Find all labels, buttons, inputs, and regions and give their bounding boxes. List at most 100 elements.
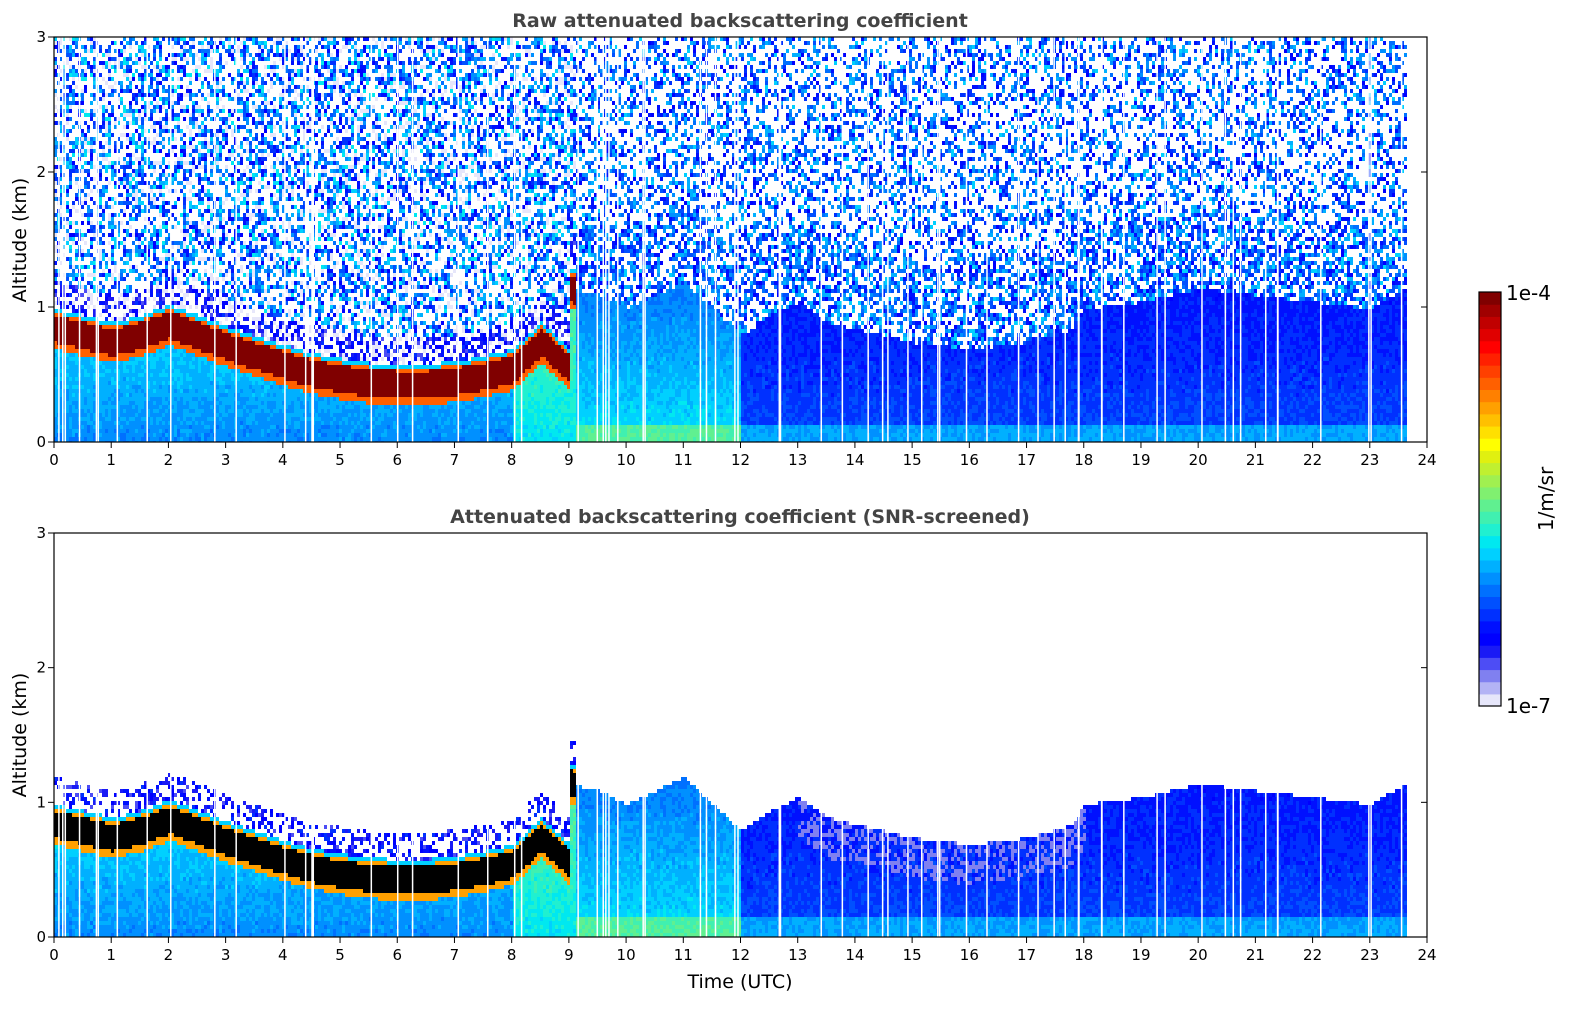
missing-profile-gap bbox=[1368, 533, 1370, 937]
colorbar-unit-label: 1/m/sr bbox=[1534, 466, 1558, 531]
missing-profile-gap bbox=[1264, 37, 1267, 442]
x-tick-label: 10 bbox=[617, 946, 636, 964]
missing-profile-gap bbox=[311, 533, 313, 937]
missing-profile-gap bbox=[1232, 37, 1235, 442]
x-tick-label: 7 bbox=[450, 946, 460, 964]
x-tick-label: 24 bbox=[1417, 451, 1436, 469]
y-tick-label: 0 bbox=[36, 433, 46, 451]
missing-profile-gap bbox=[1370, 37, 1372, 442]
missing-profile-gap bbox=[737, 533, 739, 937]
missing-profile-gap bbox=[1017, 533, 1020, 937]
missing-profile-gap bbox=[304, 37, 307, 442]
x-tick-label: 15 bbox=[903, 946, 922, 964]
missing-profile-gap bbox=[608, 533, 610, 937]
missing-profile-gap bbox=[1368, 37, 1370, 442]
colorbar-step bbox=[1479, 645, 1501, 658]
missing-profile-gap bbox=[411, 37, 414, 442]
missing-profile-gap bbox=[737, 37, 739, 442]
colorbar-step bbox=[1479, 596, 1501, 610]
x-tick-label: 23 bbox=[1360, 451, 1379, 469]
panel2-ylabel: Altitude (km) bbox=[9, 673, 31, 798]
x-tick-label: 19 bbox=[1131, 946, 1150, 964]
missing-profile-gap bbox=[881, 37, 884, 442]
x-tick-label: 13 bbox=[788, 946, 807, 964]
colorbar-step bbox=[1479, 425, 1501, 439]
x-tick-label: 15 bbox=[903, 451, 922, 469]
x-tick-label: 12 bbox=[731, 946, 750, 964]
x-tick-label: 20 bbox=[1189, 946, 1208, 964]
missing-profile-gap bbox=[284, 533, 286, 937]
missing-profile-gap bbox=[937, 37, 939, 442]
missing-profile-gap bbox=[1276, 533, 1279, 937]
missing-profile-gap bbox=[986, 533, 988, 937]
missing-profile-gap bbox=[705, 533, 708, 937]
x-tick-label: 11 bbox=[674, 946, 693, 964]
missing-profile-gap bbox=[312, 37, 315, 442]
x-tick-label: 18 bbox=[1074, 451, 1093, 469]
missing-profile-gap bbox=[841, 37, 844, 442]
missing-profile-gap bbox=[1370, 533, 1372, 937]
missing-profile-gap bbox=[1078, 533, 1080, 937]
y-tick-label: 3 bbox=[36, 524, 46, 542]
missing-profile-gap bbox=[705, 37, 708, 442]
missing-profile-gap bbox=[965, 533, 968, 937]
missing-profile-gap bbox=[1123, 533, 1125, 937]
colorbar-min-label: 1e-7 bbox=[1506, 694, 1551, 718]
missing-profile-gap bbox=[311, 37, 313, 442]
missing-profile-gap bbox=[1232, 533, 1235, 937]
x-tick-label: 16 bbox=[960, 946, 979, 964]
colorbar-step bbox=[1479, 559, 1501, 573]
y-tick-label: 3 bbox=[36, 28, 46, 46]
missing-profile-gap bbox=[605, 37, 607, 442]
x-tick-label: 0 bbox=[49, 451, 59, 469]
panel2-heatmap bbox=[54, 533, 1407, 937]
x-tick-label: 5 bbox=[335, 946, 345, 964]
missing-profile-gap bbox=[920, 533, 923, 937]
missing-profile-gap bbox=[235, 533, 237, 937]
y-tick-label: 2 bbox=[36, 659, 46, 677]
missing-profile-gap bbox=[1400, 37, 1403, 442]
missing-profile-gap bbox=[457, 37, 460, 442]
x-tick-label: 4 bbox=[278, 451, 288, 469]
missing-profile-gap bbox=[867, 533, 869, 937]
missing-profile-gap bbox=[78, 37, 81, 442]
missing-profile-gap bbox=[146, 37, 148, 442]
missing-profile-gap bbox=[1037, 37, 1039, 442]
missing-profile-gap bbox=[1164, 533, 1166, 937]
missing-profile-gap bbox=[778, 37, 781, 442]
missing-profile-gap bbox=[1400, 533, 1403, 937]
missing-profile-gap bbox=[396, 37, 399, 442]
missing-profile-gap bbox=[1276, 37, 1279, 442]
panel2-title: Attenuated backscattering coefficient (S… bbox=[450, 506, 1030, 528]
missing-profile-gap bbox=[64, 37, 67, 442]
missing-profile-gap bbox=[1101, 37, 1103, 442]
missing-profile-gap bbox=[97, 37, 100, 442]
missing-profile-gap bbox=[513, 37, 516, 442]
missing-profile-gap bbox=[602, 37, 604, 442]
missing-profile-gap bbox=[58, 37, 60, 442]
missing-profile-gap bbox=[1017, 37, 1020, 442]
missing-profile-gap bbox=[78, 533, 81, 937]
missing-profile-gap bbox=[1101, 533, 1103, 937]
x-tick-label: 22 bbox=[1303, 946, 1322, 964]
y-tick-label: 0 bbox=[36, 928, 46, 946]
missing-profile-gap bbox=[304, 533, 307, 937]
missing-profile-gap bbox=[95, 533, 98, 937]
missing-profile-gap bbox=[779, 533, 782, 937]
x-tick-label: 12 bbox=[731, 451, 750, 469]
colorbar-step bbox=[1479, 486, 1501, 500]
x-tick-label: 17 bbox=[1017, 946, 1036, 964]
missing-profile-gap bbox=[1239, 37, 1242, 442]
missing-profile-gap bbox=[617, 533, 619, 937]
missing-profile-gap bbox=[214, 37, 216, 442]
missing-profile-gap bbox=[520, 37, 523, 442]
missing-profile-gap bbox=[214, 533, 216, 937]
missing-profile-gap bbox=[938, 37, 941, 442]
colorbar-step bbox=[1479, 450, 1501, 464]
panel2-xlabel: Time (UTC) bbox=[686, 971, 792, 993]
x-tick-label: 11 bbox=[674, 451, 693, 469]
x-tick-label: 6 bbox=[392, 451, 402, 469]
missing-profile-gap bbox=[1320, 37, 1322, 442]
missing-profile-gap bbox=[170, 533, 172, 937]
colorbar-step bbox=[1479, 413, 1501, 427]
